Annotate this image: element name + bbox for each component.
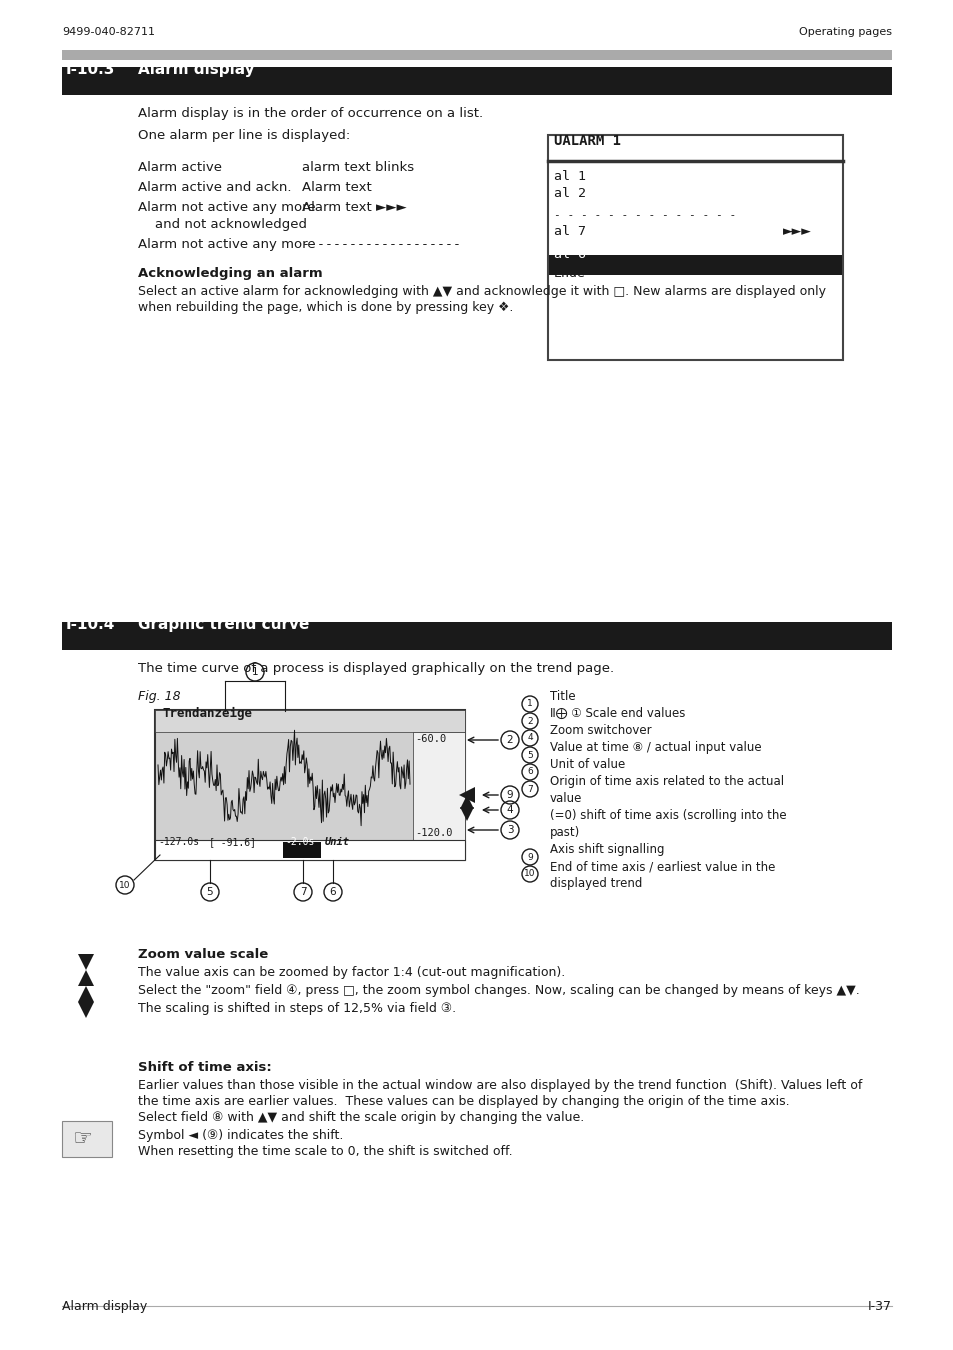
Text: 1: 1: [252, 667, 258, 676]
Text: 6: 6: [330, 887, 336, 896]
Text: Unit: Unit: [325, 837, 350, 846]
Text: 7: 7: [527, 784, 533, 794]
Text: Operating pages: Operating pages: [799, 27, 891, 36]
Text: I-10.4: I-10.4: [66, 617, 115, 632]
Text: Value at time ⑧ / actual input value: Value at time ⑧ / actual input value: [550, 741, 760, 755]
Text: 6: 6: [527, 768, 533, 776]
Bar: [154, 710, 464, 860]
Text: Alarm display is in the order of occurrence on a list.: Alarm display is in the order of occurre…: [138, 107, 482, 120]
Bar: [548, 255, 841, 275]
Text: UALARM 1: UALARM 1: [554, 134, 620, 148]
Text: Ende: Ende: [554, 267, 585, 279]
Bar: [283, 842, 320, 859]
Bar: [62, 50, 891, 59]
Text: Select the "zoom" field ④, press □, the zoom symbol changes. Now, scaling can be: Select the "zoom" field ④, press □, the …: [138, 984, 859, 998]
Text: (=0) shift of time axis (scrolling into the: (=0) shift of time axis (scrolling into …: [550, 809, 786, 822]
Text: Graphic trend curve: Graphic trend curve: [138, 617, 309, 632]
Text: 4: 4: [506, 805, 513, 815]
Text: Shift of time axis:: Shift of time axis:: [138, 1061, 272, 1075]
Text: Earlier values than those visible in the actual window are also displayed by the: Earlier values than those visible in the…: [138, 1079, 862, 1092]
Text: 4: 4: [527, 733, 533, 743]
Text: 2: 2: [506, 734, 513, 745]
Bar: [547, 135, 842, 360]
Text: Select an active alarm for acknowledging with ▲▼ and acknowledge it with □. New : Select an active alarm for acknowledging…: [138, 285, 825, 298]
Text: Alarm text ►►►: Alarm text ►►►: [302, 201, 406, 215]
Text: Origin of time axis related to the actual: Origin of time axis related to the actua…: [550, 775, 783, 788]
Text: Symbol ◄ (⑨) indicates the shift.: Symbol ◄ (⑨) indicates the shift.: [138, 1129, 343, 1142]
Text: al 7: al 7: [554, 225, 585, 238]
Bar: [62, 622, 891, 649]
Text: Unit of value: Unit of value: [550, 757, 624, 771]
Text: End of time axis / earliest value in the: End of time axis / earliest value in the: [550, 860, 775, 873]
Text: 5: 5: [207, 887, 213, 896]
Text: al 6: al 6: [554, 248, 585, 261]
Text: Select field ⑧ with ▲▼ and shift the scale origin by changing the value.: Select field ⑧ with ▲▼ and shift the sca…: [138, 1111, 583, 1125]
Bar: [62, 1120, 112, 1157]
Text: Axis shift signalling: Axis shift signalling: [550, 842, 664, 856]
Text: 9: 9: [527, 852, 533, 861]
Text: Fig. 18: Fig. 18: [138, 690, 180, 703]
Text: -120.0: -120.0: [415, 828, 452, 838]
Text: Alarm active: Alarm active: [138, 161, 222, 174]
Text: -60.0: -60.0: [415, 734, 446, 744]
Text: When resetting the time scale to 0, the shift is switched off.: When resetting the time scale to 0, the …: [138, 1145, 512, 1158]
Text: [ -91.6]: [ -91.6]: [209, 837, 255, 846]
Text: ►►►: ►►►: [782, 225, 811, 238]
Text: Alarm not active any more: Alarm not active any more: [138, 201, 315, 215]
Text: --------------------: --------------------: [302, 238, 461, 251]
Text: ☞: ☞: [71, 1129, 91, 1149]
Text: 10: 10: [119, 880, 131, 890]
Text: 1: 1: [527, 699, 533, 709]
Text: 5: 5: [527, 751, 533, 760]
Bar: [413, 732, 464, 860]
Text: al 2: al 2: [554, 188, 585, 200]
Text: 3: 3: [506, 825, 513, 836]
Text: The time curve of a process is displayed graphically on the trend page.: The time curve of a process is displayed…: [138, 662, 614, 675]
Text: displayed trend: displayed trend: [550, 878, 641, 890]
Text: Trendanzeige: Trendanzeige: [163, 707, 253, 720]
Text: al 1: al 1: [554, 170, 585, 184]
Text: Alarm display: Alarm display: [62, 1300, 147, 1314]
Bar: [62, 68, 891, 94]
Text: 10: 10: [524, 869, 536, 879]
Text: Ⅱ⨁ ① Scale end values: Ⅱ⨁ ① Scale end values: [550, 707, 684, 720]
Text: The value axis can be zoomed by factor 1:4 (cut-out magnification).: The value axis can be zoomed by factor 1…: [138, 967, 565, 979]
Text: One alarm per line is displayed:: One alarm per line is displayed:: [138, 130, 350, 142]
Text: 2: 2: [527, 717, 533, 725]
Text: Title: Title: [550, 690, 575, 703]
Text: I-37: I-37: [867, 1300, 891, 1314]
Text: when rebuilding the page, which is done by pressing key ❖.: when rebuilding the page, which is done …: [138, 301, 513, 315]
Text: -127.0s: -127.0s: [158, 837, 199, 846]
Text: Alarm active and ackn.: Alarm active and ackn.: [138, 181, 292, 194]
Text: Alarm not active any more: Alarm not active any more: [138, 238, 315, 251]
Text: the time axis are earlier values.  These values can be displayed by changing the: the time axis are earlier values. These …: [138, 1095, 789, 1108]
Text: Alarm text: Alarm text: [302, 181, 372, 194]
Text: -2.0s: -2.0s: [285, 837, 314, 846]
Text: and not acknowledged: and not acknowledged: [138, 217, 307, 231]
Text: Zoom value scale: Zoom value scale: [138, 948, 268, 961]
Text: The scaling is shifted in steps of 12,5% via field ③.: The scaling is shifted in steps of 12,5%…: [138, 1002, 456, 1015]
Text: value: value: [550, 792, 581, 805]
Text: Acknowledging an alarm: Acknowledging an alarm: [138, 267, 322, 279]
Bar: [154, 840, 464, 860]
Text: alarm text blinks: alarm text blinks: [302, 161, 414, 174]
Text: 7: 7: [299, 887, 306, 896]
Text: past): past): [550, 826, 579, 838]
Text: - - - - - - - - - - - - - -: - - - - - - - - - - - - - -: [554, 211, 736, 220]
Text: 9: 9: [506, 790, 513, 801]
Text: Alarm display: Alarm display: [138, 62, 254, 77]
Bar: [154, 710, 464, 732]
Text: 9499-040-82711: 9499-040-82711: [62, 27, 154, 36]
Text: Zoom switchover: Zoom switchover: [550, 724, 651, 737]
Text: I-10.3: I-10.3: [66, 62, 115, 77]
